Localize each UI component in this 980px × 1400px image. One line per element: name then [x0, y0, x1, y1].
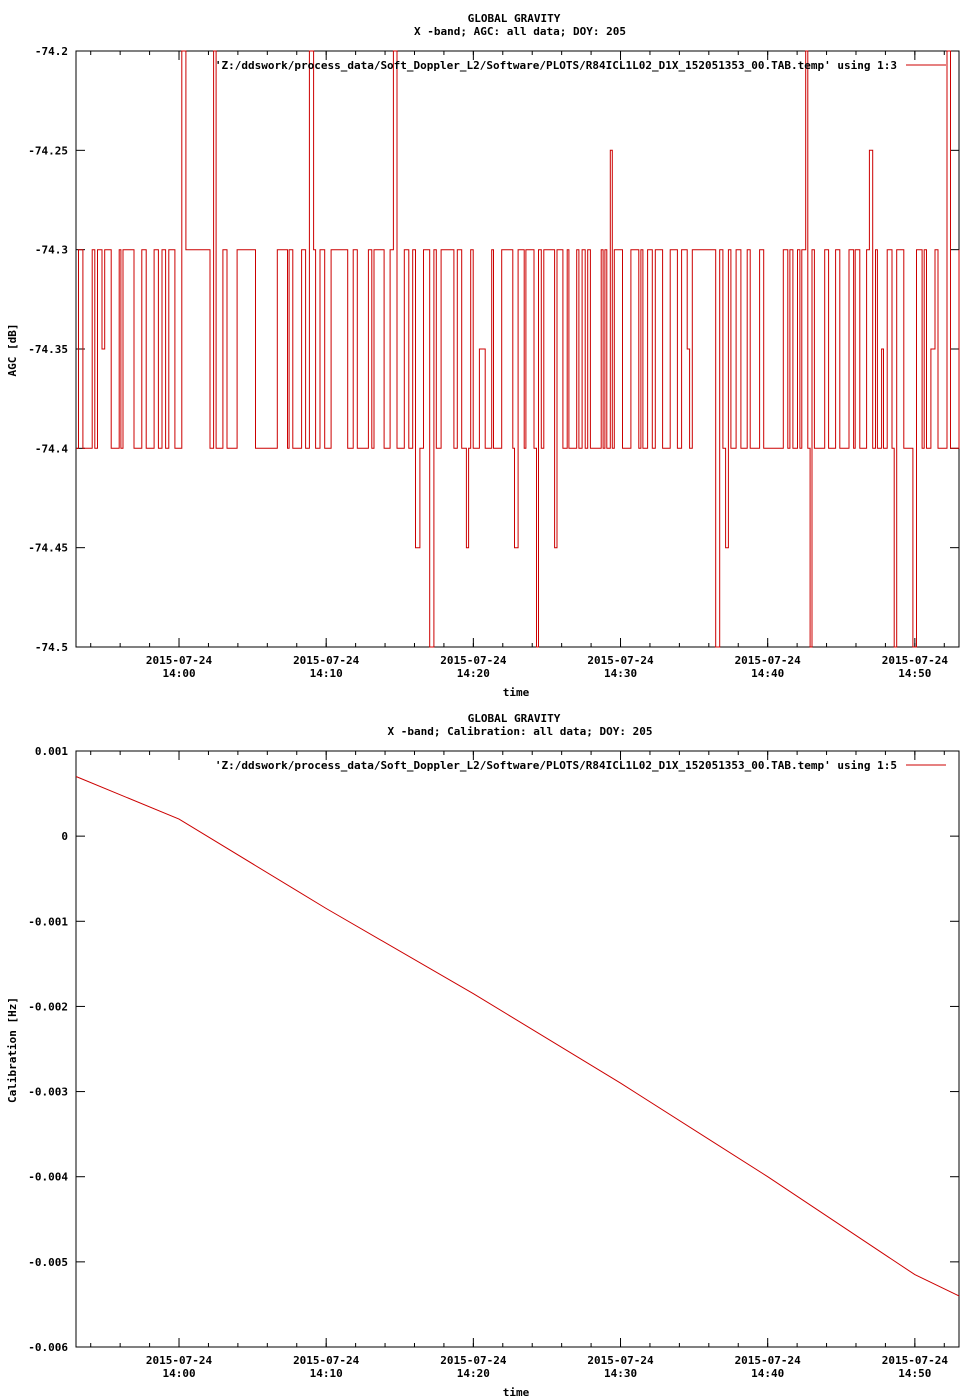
agc-x-tick-time: 14:20 [457, 667, 490, 680]
agc-series-line [75, 50, 960, 648]
calibration-x-tick-time: 14:20 [457, 1367, 490, 1380]
agc-y-tick-label: -74.5 [35, 641, 68, 654]
calibration-plot-frame [75, 750, 960, 1348]
agc-y-tick-label: -74.35 [28, 343, 68, 356]
agc-y-tick-label: -74.25 [28, 144, 68, 157]
agc-x-axis-label: time [503, 686, 530, 699]
calibration-y-tick-label: -0.004 [28, 1171, 68, 1184]
calibration-chart: GLOBAL GRAVITY X -band; Calibration: all… [6, 712, 960, 1399]
agc-x-tick-date: 2015-07-24 [293, 654, 360, 667]
agc-x-tick-time: 14:10 [310, 667, 343, 680]
calibration-plot-area: 0.001 0 -0.001 -0.002 -0.003 -0.004 -0.005 -0.0… [28, 745, 960, 1380]
agc-y-tick-label: -74.4 [35, 442, 68, 455]
calibration-x-tick-time: 14:30 [604, 1367, 637, 1380]
calibration-x-tick-time: 14:00 [162, 1367, 195, 1380]
calibration-x-tick-time: 14:10 [310, 1367, 343, 1380]
agc-y-tick-label: -74.2 [35, 45, 68, 58]
calibration-x-tick-date: 2015-07-24 [440, 1354, 507, 1367]
calibration-y-tick-label: 0 [61, 830, 68, 843]
agc-plot-frame [75, 50, 960, 648]
agc-chart: GLOBAL GRAVITY X -band; AGC: all data; D… [6, 12, 960, 699]
agc-y-tick-label: -74.45 [28, 542, 68, 555]
calibration-x-tick-date: 2015-07-24 [146, 1354, 213, 1367]
agc-chart-title: GLOBAL GRAVITY [468, 12, 561, 25]
calibration-y-tick-label: -0.005 [28, 1256, 68, 1269]
calibration-x-tick-time: 14:40 [751, 1367, 784, 1380]
agc-x-tick-time: 14:30 [604, 667, 637, 680]
calibration-series-line [75, 776, 960, 1297]
agc-chart-subtitle: X -band; AGC: all data; DOY: 205 [414, 25, 626, 38]
calibration-x-tick-date: 2015-07-24 [735, 1354, 802, 1367]
calibration-x-tick-date: 2015-07-24 [882, 1354, 949, 1367]
calibration-y-tick-label: -0.003 [28, 1086, 68, 1099]
calibration-x-tick-time: 14:50 [898, 1367, 931, 1380]
calibration-x-axis-label: time [503, 1386, 530, 1399]
agc-x-tick-date: 2015-07-24 [146, 654, 213, 667]
calibration-y-tick-label: 0.001 [35, 745, 68, 758]
agc-legend-label: 'Z:/ddswork/process_data/Soft_Doppler_L2… [215, 59, 897, 72]
agc-plot-area: -74.2 -74.25 -74.3 -74.35 -74.4 -74.45 -74.5 20… [28, 45, 960, 680]
agc-x-tick-date: 2015-07-24 [882, 654, 949, 667]
agc-y-axis-label: AGC [dB] [6, 324, 19, 377]
agc-x-tick-date: 2015-07-24 [440, 654, 507, 667]
calibration-x-tick-date: 2015-07-24 [293, 1354, 360, 1367]
agc-x-tick-time: 14:00 [162, 667, 195, 680]
calibration-chart-title: GLOBAL GRAVITY [468, 712, 561, 725]
agc-x-tick-date: 2015-07-24 [587, 654, 654, 667]
calibration-y-tick-label: -0.001 [28, 915, 68, 928]
agc-x-tick-time: 14:40 [751, 667, 784, 680]
agc-x-tick-date: 2015-07-24 [735, 654, 802, 667]
agc-y-tick-label: -74.3 [35, 244, 68, 257]
calibration-chart-subtitle: X -band; Calibration: all data; DOY: 205 [388, 725, 653, 738]
agc-x-tick-time: 14:50 [898, 667, 931, 680]
calibration-legend-label: 'Z:/ddswork/process_data/Soft_Doppler_L2… [215, 759, 897, 772]
calibration-x-tick-date: 2015-07-24 [587, 1354, 654, 1367]
calibration-y-tick-label: -0.002 [28, 1000, 68, 1013]
calibration-y-axis-label: Calibration [Hz] [6, 997, 19, 1103]
calibration-y-tick-label: -0.006 [28, 1341, 68, 1354]
